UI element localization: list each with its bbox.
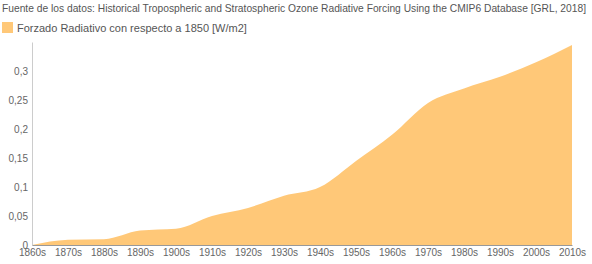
x-tick-label: 1860s: [19, 247, 46, 258]
y-tick-label: 0,1: [14, 182, 28, 193]
x-axis: 1860s 1870s 1880s 1890s 1900s 1910s 1920s 1930s…: [19, 245, 586, 258]
x-tick: 2010s: [559, 245, 586, 258]
y-tick: 0,25: [9, 95, 32, 106]
x-tick: 1950s: [343, 245, 370, 258]
x-tick: 1910s: [199, 245, 226, 258]
x-tick-label: 2000s: [523, 247, 550, 258]
legend-label: Forzado Radiativo con respecto a 1850 [W…: [17, 22, 247, 34]
x-tick-label: 1910s: [199, 247, 226, 258]
y-axis: 00,050,10,150,20,250,3: [9, 43, 33, 251]
x-tick-label: 1900s: [163, 247, 190, 258]
x-tick-label: 1950s: [343, 247, 370, 258]
x-tick-label: 1990s: [487, 247, 514, 258]
x-tick-label: 1870s: [55, 247, 82, 258]
x-tick: 1960s: [379, 245, 406, 258]
x-tick-label: 1970s: [415, 247, 442, 258]
plot-area: [32, 45, 572, 245]
y-tick-label: 0,15: [9, 153, 29, 164]
y-tick-label: 0,05: [9, 211, 29, 222]
x-tick-label: 2010s: [559, 247, 586, 258]
area: [32, 45, 572, 245]
x-axis-line: [33, 245, 573, 246]
legend-item: Forzado Radiativo con respecto a 1850 [W…: [2, 22, 247, 34]
x-tick-label: 1880s: [91, 247, 118, 258]
x-tick: 1940s: [307, 245, 334, 258]
y-tick: 0,15: [9, 153, 32, 164]
x-tick: 1930s: [271, 245, 298, 258]
x-tick-label: 1920s: [235, 247, 262, 258]
x-tick: 1920s: [235, 245, 262, 258]
title: Fuente de los datos: Historical Troposph…: [2, 3, 586, 14]
x-tick: 1900s: [163, 245, 190, 258]
y-tick-label: 0,2: [14, 124, 28, 135]
x-tick: 2000s: [523, 245, 550, 258]
y-axis-line: [32, 43, 33, 246]
y-tick: 0,2: [14, 124, 32, 135]
legend-swatch: [2, 22, 13, 33]
x-tick: 1970s: [415, 245, 442, 258]
x-tick-label: 1930s: [271, 247, 298, 258]
chart: Fuente de los datos: Historical Troposph…: [0, 0, 592, 264]
y-tick: 0,3: [14, 66, 32, 77]
x-tick: 1870s: [55, 245, 82, 258]
legend: Forzado Radiativo con respecto a 1850 [W…: [2, 22, 247, 34]
x-tick-label: 1940s: [307, 247, 334, 258]
x-tick: 1990s: [487, 245, 514, 258]
x-tick: 1860s: [19, 245, 46, 258]
x-tick: 1880s: [91, 245, 118, 258]
y-tick-label: 0,3: [14, 66, 28, 77]
x-tick-label: 1960s: [379, 247, 406, 258]
y-tick: 0,1: [14, 182, 32, 193]
x-tick: 1890s: [127, 245, 154, 258]
x-tick-label: 1890s: [127, 247, 154, 258]
x-tick: 1980s: [451, 245, 478, 258]
y-tick: 0,05: [9, 211, 32, 222]
y-tick-label: 0,25: [9, 95, 29, 106]
x-tick-label: 1980s: [451, 247, 478, 258]
